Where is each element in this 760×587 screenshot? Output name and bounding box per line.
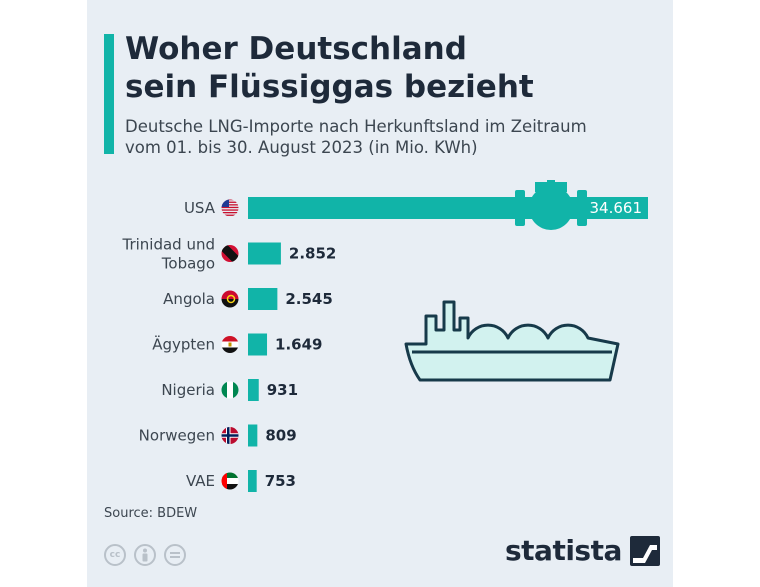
egypt-flag-icon [221, 336, 239, 353]
category-label: Norwegen [139, 427, 215, 445]
chart-subtitle: Deutsche LNG-Importe nach Herkunftsland … [125, 116, 665, 158]
chart-title: Woher Deutschland sein Flüssiggas bezieh… [125, 30, 655, 106]
trinidad-and-tobago-flag-icon [221, 245, 239, 262]
bar-chart: USA 34.661 Trinidad und Tobago 2.852 Angola 2.… [121, 180, 648, 492]
value-label: 753 [265, 472, 296, 490]
license-icons: cc [104, 544, 186, 566]
title-line-2: sein Flüssiggas bezieht [125, 69, 534, 105]
brand-name: statista [505, 534, 622, 567]
category-label: Ägypten [152, 335, 215, 354]
bar [248, 424, 258, 447]
subtitle-line-2: vom 01. bis 30. August 2023 (in Mio. KWh… [125, 138, 478, 157]
infographic-card [87, 0, 673, 587]
category-label: VAE [186, 472, 215, 490]
category-label: USA [184, 199, 216, 217]
bar [248, 242, 281, 265]
statista-brand: statista [505, 534, 660, 567]
category-label: Nigeria [161, 381, 215, 399]
source-note: Source: BDEW [104, 506, 198, 521]
nd-icon [164, 544, 186, 566]
value-label: 34.661 [590, 199, 643, 217]
category-label: Angola [163, 290, 215, 308]
bar [248, 333, 268, 356]
value-label-bg [584, 198, 646, 218]
accent-bar [104, 34, 114, 154]
bar [248, 288, 278, 310]
usa-flag-icon [221, 199, 239, 216]
cc-icon: cc [104, 544, 126, 566]
bar [248, 197, 648, 219]
category-label: Trinidad und Tobago [121, 236, 215, 273]
subtitle-line-1: Deutsche LNG-Importe nach Herkunftsland … [125, 117, 587, 136]
lng-ship-icon [404, 300, 620, 382]
value-label: 2.545 [285, 290, 332, 308]
title-line-1: Woher Deutschland [125, 31, 467, 67]
uae-flag-icon [221, 472, 239, 490]
bar [248, 379, 259, 401]
value-label: 809 [265, 427, 296, 445]
value-label: 1.649 [275, 336, 322, 354]
bar [248, 470, 257, 492]
by-icon [134, 544, 156, 566]
statista-logo-icon [629, 535, 660, 566]
nigeria-flag-icon [221, 381, 239, 399]
angola-flag-icon [221, 290, 239, 308]
norway-flag-icon [221, 427, 239, 444]
value-label: 931 [267, 381, 298, 399]
value-label: 2.852 [289, 245, 336, 263]
